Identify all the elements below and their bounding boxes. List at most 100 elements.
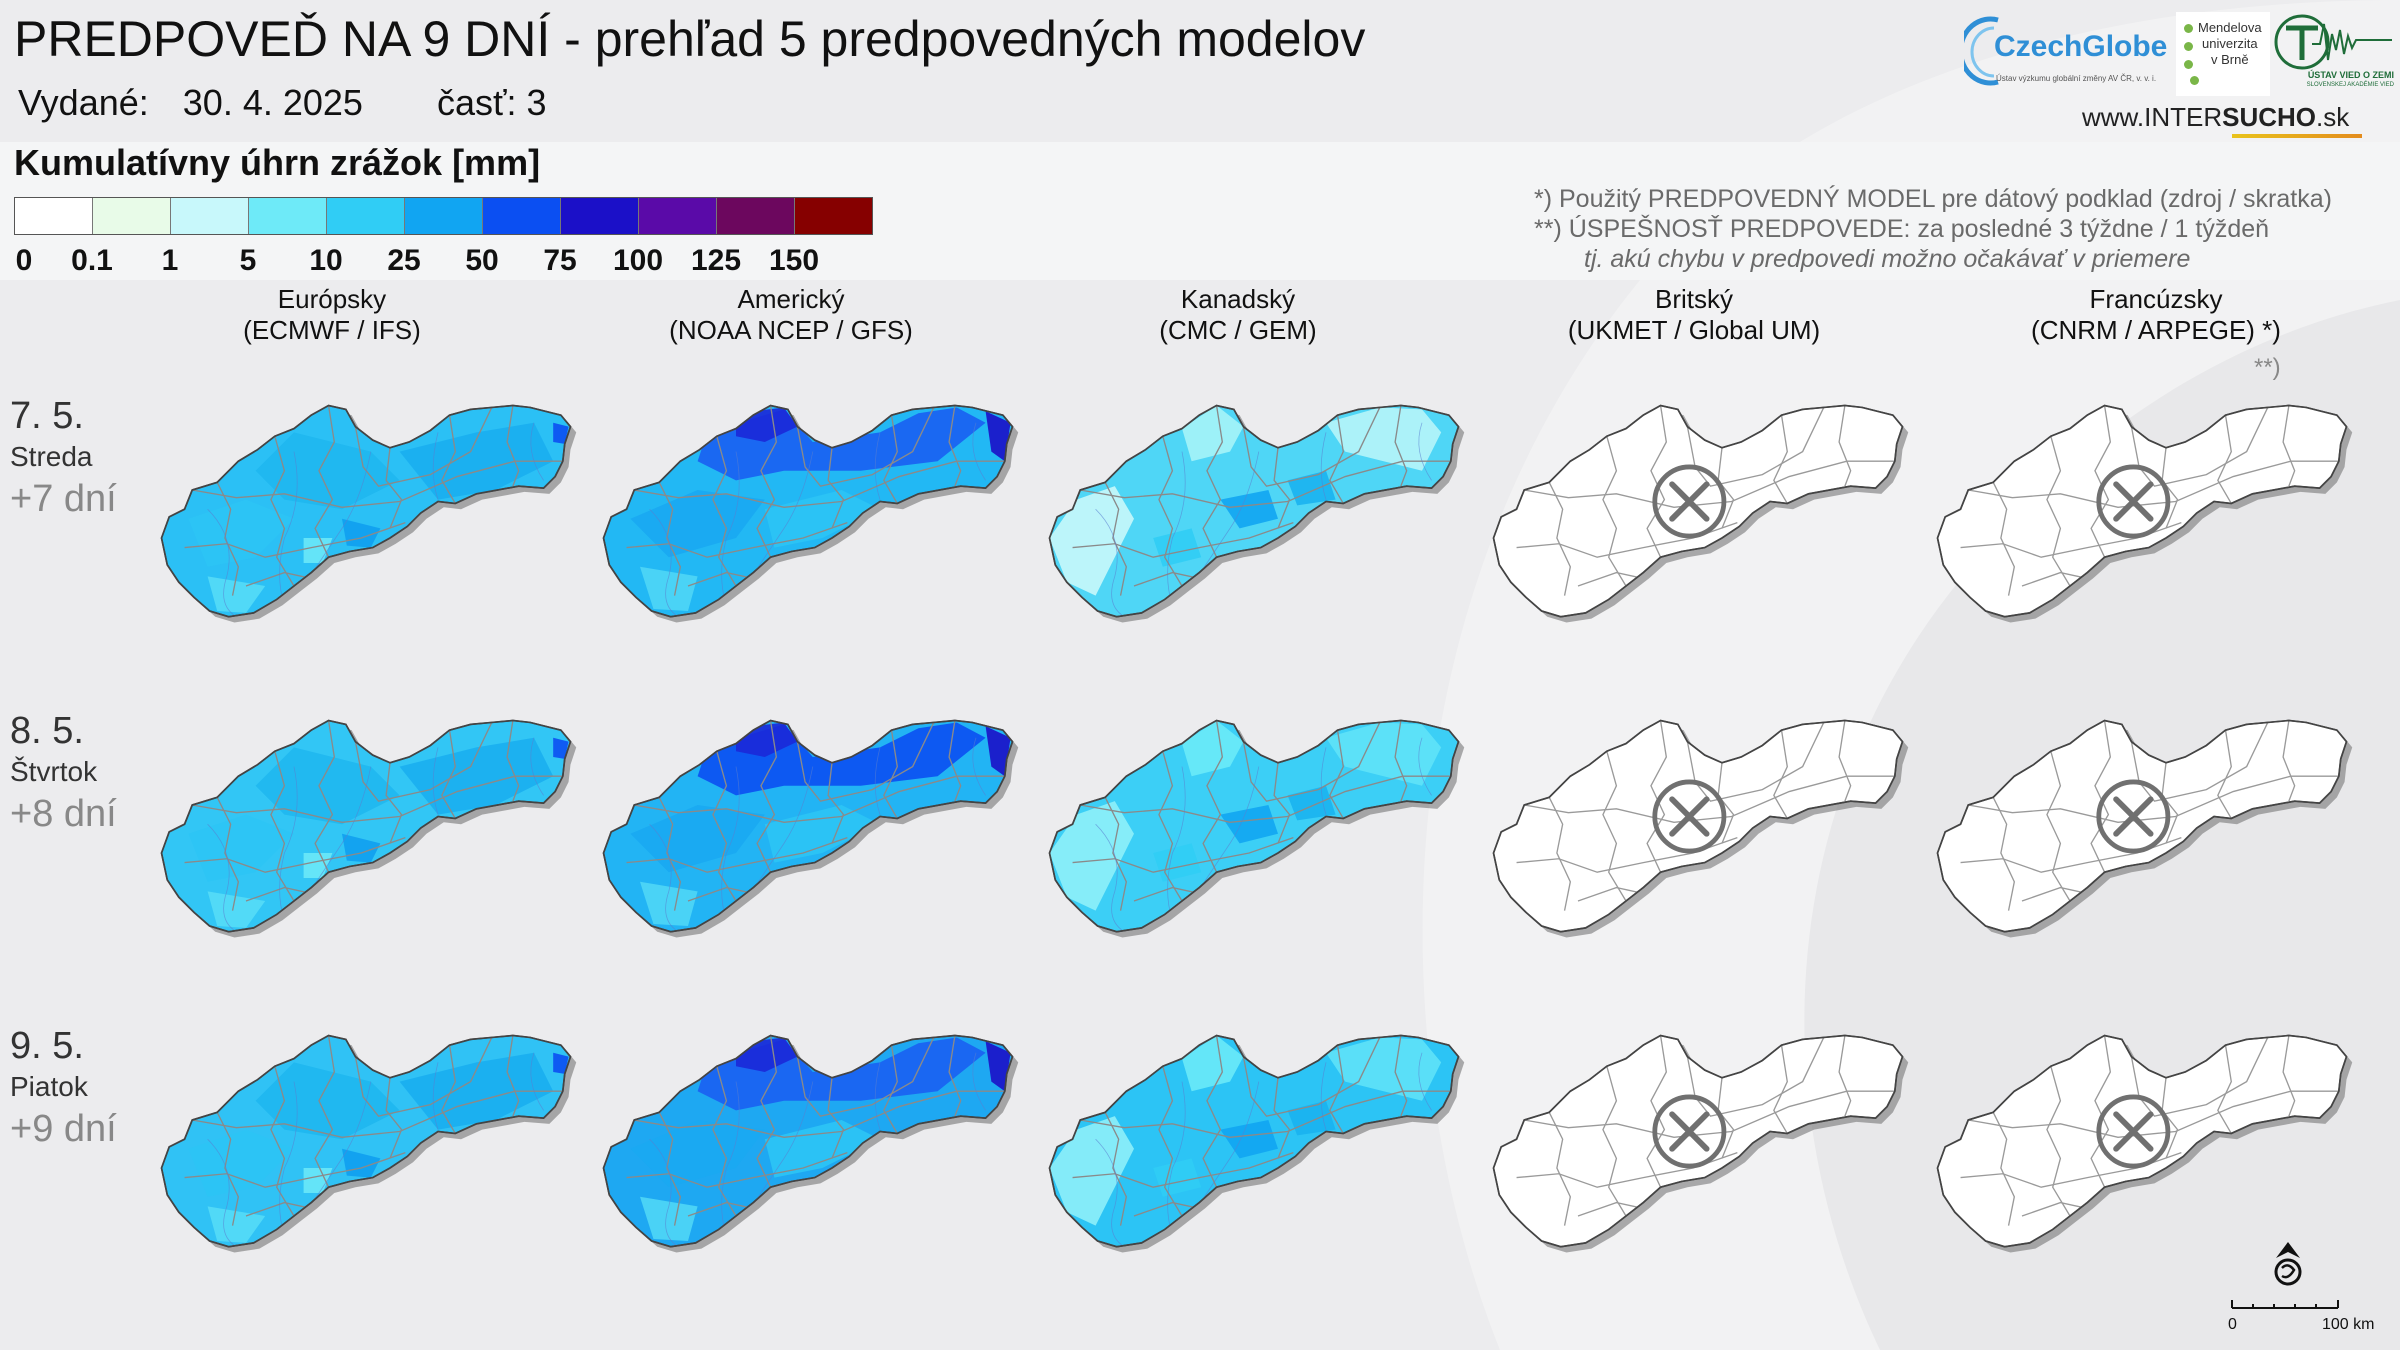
note-success-explain: tj. akú chybu v predpovedi možno očakáva… — [1584, 245, 2191, 273]
model-code: (ECMWF / IFS) — [243, 315, 421, 345]
row-lead: +7 dní — [10, 478, 117, 520]
legend-swatch-8 — [639, 198, 717, 234]
page-title: PREDPOVEĎ NA 9 DNÍ - prehľad 5 predpoved… — [14, 11, 1366, 67]
note-model: *) Použitý PREDPOVEDNÝ MODEL pre dátový … — [1534, 185, 2332, 213]
col-head-ecmwf: Európsky (ECMWF / IFS) — [182, 284, 482, 346]
row-weekday: Piatok — [10, 1071, 88, 1102]
map-4-row-2 — [1492, 719, 1909, 938]
czechglobe-subtitle: Ústav výzkumu globální změny AV ČR, v. v… — [1996, 74, 2157, 83]
scale-start: 0 — [2228, 1316, 2237, 1333]
legend-swatch-5 — [405, 198, 483, 234]
map-2-row-2 — [602, 719, 1019, 938]
legend-swatch-0 — [15, 198, 93, 234]
legend-tick-label: 1 — [161, 244, 179, 277]
legend-swatch-10 — [795, 198, 872, 234]
scale-bar: 0 100 km — [2226, 1296, 2376, 1336]
uvz-subtitle: SLOVENSKEJ AKADÉMIE VIED — [2306, 82, 2394, 88]
col-head-gem: Kanadský (CMC / GEM) — [1088, 284, 1388, 346]
site-post: .sk — [2316, 102, 2350, 132]
mendel-logo: Mendelova univerzita v Brně — [2176, 12, 2270, 96]
legend-swatch-6 — [483, 198, 561, 234]
legend-tick-label: 0 — [15, 244, 33, 277]
model-name: Britský — [1655, 284, 1733, 314]
row-weekday: Štvrtok — [10, 756, 98, 787]
mendel-line-3: v Brně — [2211, 52, 2249, 67]
unavailable-x-icon — [2096, 1094, 2171, 1169]
legend-swatch-2 — [171, 198, 249, 234]
col-head-ukmet: Britský (UKMET / Global UM) — [1544, 284, 1844, 346]
legend-title: Kumulatívny úhrn zrážok [mm] — [14, 142, 541, 183]
legend-tick-label: 0.1 — [71, 244, 113, 277]
map-1-row-1 — [160, 404, 577, 623]
row-date: 8. 5. — [10, 710, 84, 752]
row-label-3: 9. 5. Piatok +9 dní — [10, 1024, 117, 1152]
legend-color-bar — [14, 197, 873, 235]
part-label: časť: 3 — [436, 82, 547, 123]
model-code: (UKMET / Global UM) — [1567, 315, 1821, 345]
model-code: (CNRM / ARPEGE) *) — [2031, 315, 2281, 345]
czechglobe-name: CzechGlobe — [1994, 30, 2168, 63]
legend-ticks: 0 0.1 1 5 10 25 50 75 100 125 150 — [14, 244, 914, 280]
logos: CzechGlobe Ústav výzkumu globální změny … — [1958, 6, 2394, 138]
map-3-row-1 — [1048, 404, 1465, 623]
note-success: **) ÚSPEŠNOSŤ PREDPOVEDE: za posledné 3 … — [1534, 215, 2270, 243]
map-1-row-2 — [160, 719, 577, 938]
map-1-row-3 — [160, 1034, 577, 1253]
legend-swatch-3 — [249, 198, 327, 234]
issued-date: 30. 4. 2025 — [182, 82, 363, 123]
model-name: Kanadský — [1180, 284, 1296, 314]
model-name: Francúzsky — [2089, 284, 2223, 314]
map-4-row-3 — [1492, 1034, 1909, 1253]
legend-swatch-1 — [93, 198, 171, 234]
legend-swatch-4 — [327, 198, 405, 234]
model-name: Americký — [737, 284, 845, 314]
legend-tick-label: 50 — [465, 244, 499, 277]
czechglobe-logo: CzechGlobe Ústav výzkumu globální změny … — [1964, 10, 2184, 90]
scale-end: 100 km — [2322, 1316, 2375, 1333]
map-5-row-3 — [1936, 1034, 2353, 1253]
legend-tick-label: 150 — [768, 244, 820, 277]
row-date: 9. 5. — [10, 1025, 84, 1067]
legend-tick-label: 75 — [543, 244, 577, 277]
issued-label: Vydané: — [18, 82, 149, 123]
legend-tick-label: 125 — [690, 244, 742, 277]
unavailable-x-icon — [1652, 779, 1727, 854]
map-2-row-3 — [602, 1034, 1019, 1253]
success-footnote-mark: **) — [2254, 354, 2281, 381]
model-code: (CMC / GEM) — [1159, 315, 1317, 345]
model-name: Európsky — [277, 284, 387, 314]
notes: *) Použitý PREDPOVEDNÝ MODEL pre dátový … — [1534, 184, 2332, 274]
map-3-row-3 — [1048, 1034, 1465, 1253]
unavailable-x-icon — [2096, 464, 2171, 539]
legend-tick-label: 25 — [387, 244, 421, 277]
map-5-row-2 — [1936, 719, 2353, 938]
col-head-arpege: Francúzsky (CNRM / ARPEGE) *) — [2006, 284, 2306, 346]
mendel-line-2: univerzita — [2201, 36, 2258, 51]
site-pre: www.INTER — [2082, 102, 2223, 132]
row-lead: +9 dní — [10, 1108, 117, 1150]
uvz-name: ÚSTAV VIED O ZEMI — [2307, 70, 2394, 80]
map-4-row-1 — [1492, 404, 1909, 623]
legend-swatch-9 — [717, 198, 795, 234]
row-date: 7. 5. — [10, 395, 84, 437]
unavailable-x-icon — [2096, 779, 2171, 854]
site-bold: SUCHO — [2222, 102, 2317, 132]
site-link[interactable]: www.INTERSUCHO.sk — [2082, 102, 2362, 138]
model-code: (NOAA NCEP / GFS) — [669, 315, 913, 345]
uvz-sav-logo: ÚSTAV VIED O ZEMI SLOVENSKEJ AKADÉMIE VI… — [2272, 14, 2394, 96]
row-lead: +8 dní — [10, 793, 117, 835]
legend-swatch-7 — [561, 198, 639, 234]
mendel-line-1: Mendelova — [2198, 20, 2262, 35]
unavailable-x-icon — [1652, 1094, 1727, 1169]
legend-tick-label: 10 — [309, 244, 343, 277]
row-label-1: 7. 5. Streda +7 dní — [10, 394, 117, 522]
legend-tick-label: 100 — [612, 244, 664, 277]
row-label-2: 8. 5. Štvrtok +8 dní — [10, 709, 117, 837]
legend-tick-label: 5 — [239, 244, 257, 277]
unavailable-x-icon — [1652, 464, 1727, 539]
map-3-row-2 — [1048, 719, 1465, 938]
north-arrow-icon — [2274, 1242, 2302, 1286]
map-5-row-1 — [1936, 404, 2353, 623]
col-head-gfs: Americký (NOAA NCEP / GFS) — [641, 284, 941, 346]
map-2-row-1 — [602, 404, 1019, 623]
